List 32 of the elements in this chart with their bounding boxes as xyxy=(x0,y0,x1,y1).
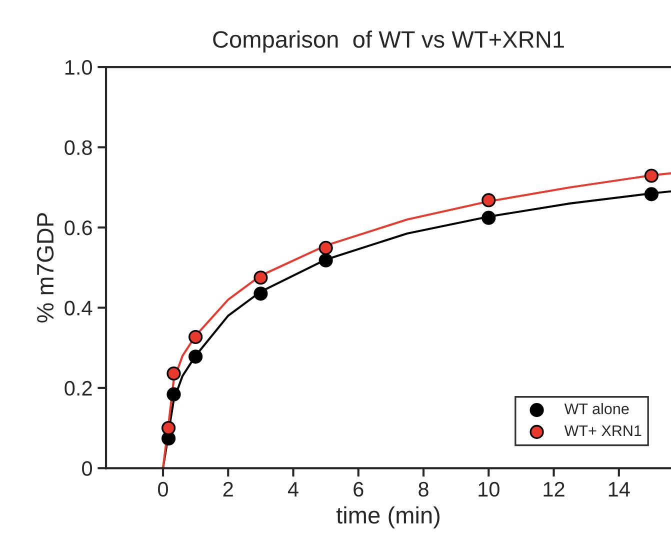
point xyxy=(644,168,659,183)
y-tick-label: 0 xyxy=(82,461,92,476)
y-tick-label: 0.2 xyxy=(64,380,92,396)
point xyxy=(482,193,496,208)
x-tick-label: 12 xyxy=(544,482,564,496)
y-tick-label: 1.0 xyxy=(65,60,92,75)
legend-label: WT+ XRN1 xyxy=(564,425,642,436)
point xyxy=(482,210,496,225)
x-tick-label: 0 xyxy=(158,482,168,497)
point xyxy=(318,240,333,255)
point xyxy=(166,387,181,402)
point xyxy=(188,330,203,344)
point xyxy=(254,270,268,285)
legend-label: WT alone xyxy=(564,403,629,414)
y-tick-label: 0.6 xyxy=(64,220,92,236)
point xyxy=(318,253,333,268)
point xyxy=(188,350,203,364)
point xyxy=(644,187,659,202)
x-tick-label: 6 xyxy=(354,482,364,497)
x-axis-title: time (min) xyxy=(336,506,440,528)
chart-title: Comparison of WT vs WT+XRN1 xyxy=(213,30,564,52)
x-tick-label: 10 xyxy=(478,482,500,497)
point xyxy=(166,366,181,381)
y-tick-label: 0.8 xyxy=(64,140,92,156)
point xyxy=(161,420,176,436)
y-axis-title: % m7GDP xyxy=(36,213,54,323)
y-tick-label: 0.4 xyxy=(64,300,92,316)
x-tick-label: 2 xyxy=(223,482,233,496)
x-tick-label: 4 xyxy=(288,482,298,496)
x-tick-label: 8 xyxy=(418,482,428,497)
point xyxy=(254,286,268,301)
x-tick-label: 14 xyxy=(608,482,630,496)
